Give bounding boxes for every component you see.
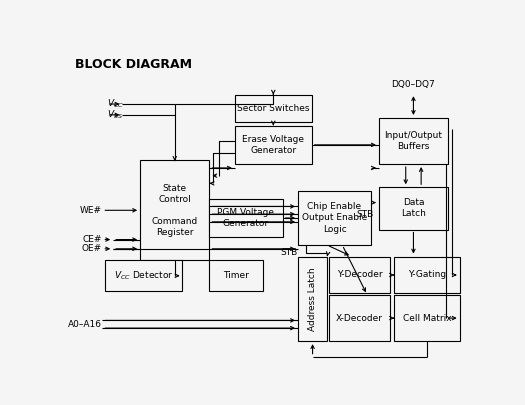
Bar: [235, 126, 312, 164]
Bar: [329, 256, 391, 294]
Text: State
Control

Command
Register: State Control Command Register: [152, 183, 198, 237]
Text: A0–A16: A0–A16: [68, 320, 101, 329]
Text: Chip Enable
Output Enable
Logic: Chip Enable Output Enable Logic: [302, 202, 367, 234]
Bar: [329, 295, 391, 341]
Text: Sector Switches: Sector Switches: [237, 104, 310, 113]
Bar: [140, 160, 209, 260]
Text: BLOCK DIAGRAM: BLOCK DIAGRAM: [75, 58, 192, 71]
Text: Data
Latch: Data Latch: [401, 198, 426, 218]
Bar: [209, 199, 282, 237]
Bar: [209, 260, 264, 291]
Text: Address Latch: Address Latch: [308, 267, 317, 330]
Text: OE#: OE#: [81, 244, 101, 253]
Text: CE#: CE#: [82, 235, 101, 244]
Bar: [235, 95, 312, 122]
Bar: [394, 256, 460, 294]
Text: Input/Output
Buffers: Input/Output Buffers: [384, 131, 443, 151]
Text: Cell Matrix: Cell Matrix: [403, 313, 451, 323]
Text: PGM Voltage
Generator: PGM Voltage Generator: [217, 208, 275, 228]
Bar: [379, 187, 448, 230]
Bar: [394, 295, 460, 341]
Bar: [106, 260, 183, 291]
Bar: [298, 256, 327, 341]
Text: STB: STB: [280, 248, 297, 257]
Text: DQ0–DQ7: DQ0–DQ7: [392, 80, 435, 89]
Text: $V_{SS}$: $V_{SS}$: [107, 109, 123, 121]
Text: Y-Decoder: Y-Decoder: [337, 271, 382, 279]
Text: $V_{CC}$: $V_{CC}$: [107, 98, 124, 110]
Text: Y-Gating: Y-Gating: [408, 271, 446, 279]
Text: WE#: WE#: [80, 206, 101, 215]
Text: Erase Voltage
Generator: Erase Voltage Generator: [243, 135, 304, 155]
Bar: [379, 118, 448, 164]
Text: $V_{CC}$ Detector: $V_{CC}$ Detector: [114, 269, 174, 282]
Text: X-Decoder: X-Decoder: [336, 313, 383, 323]
Bar: [298, 191, 371, 245]
Text: STB: STB: [356, 210, 373, 219]
Text: Timer: Timer: [224, 271, 249, 280]
